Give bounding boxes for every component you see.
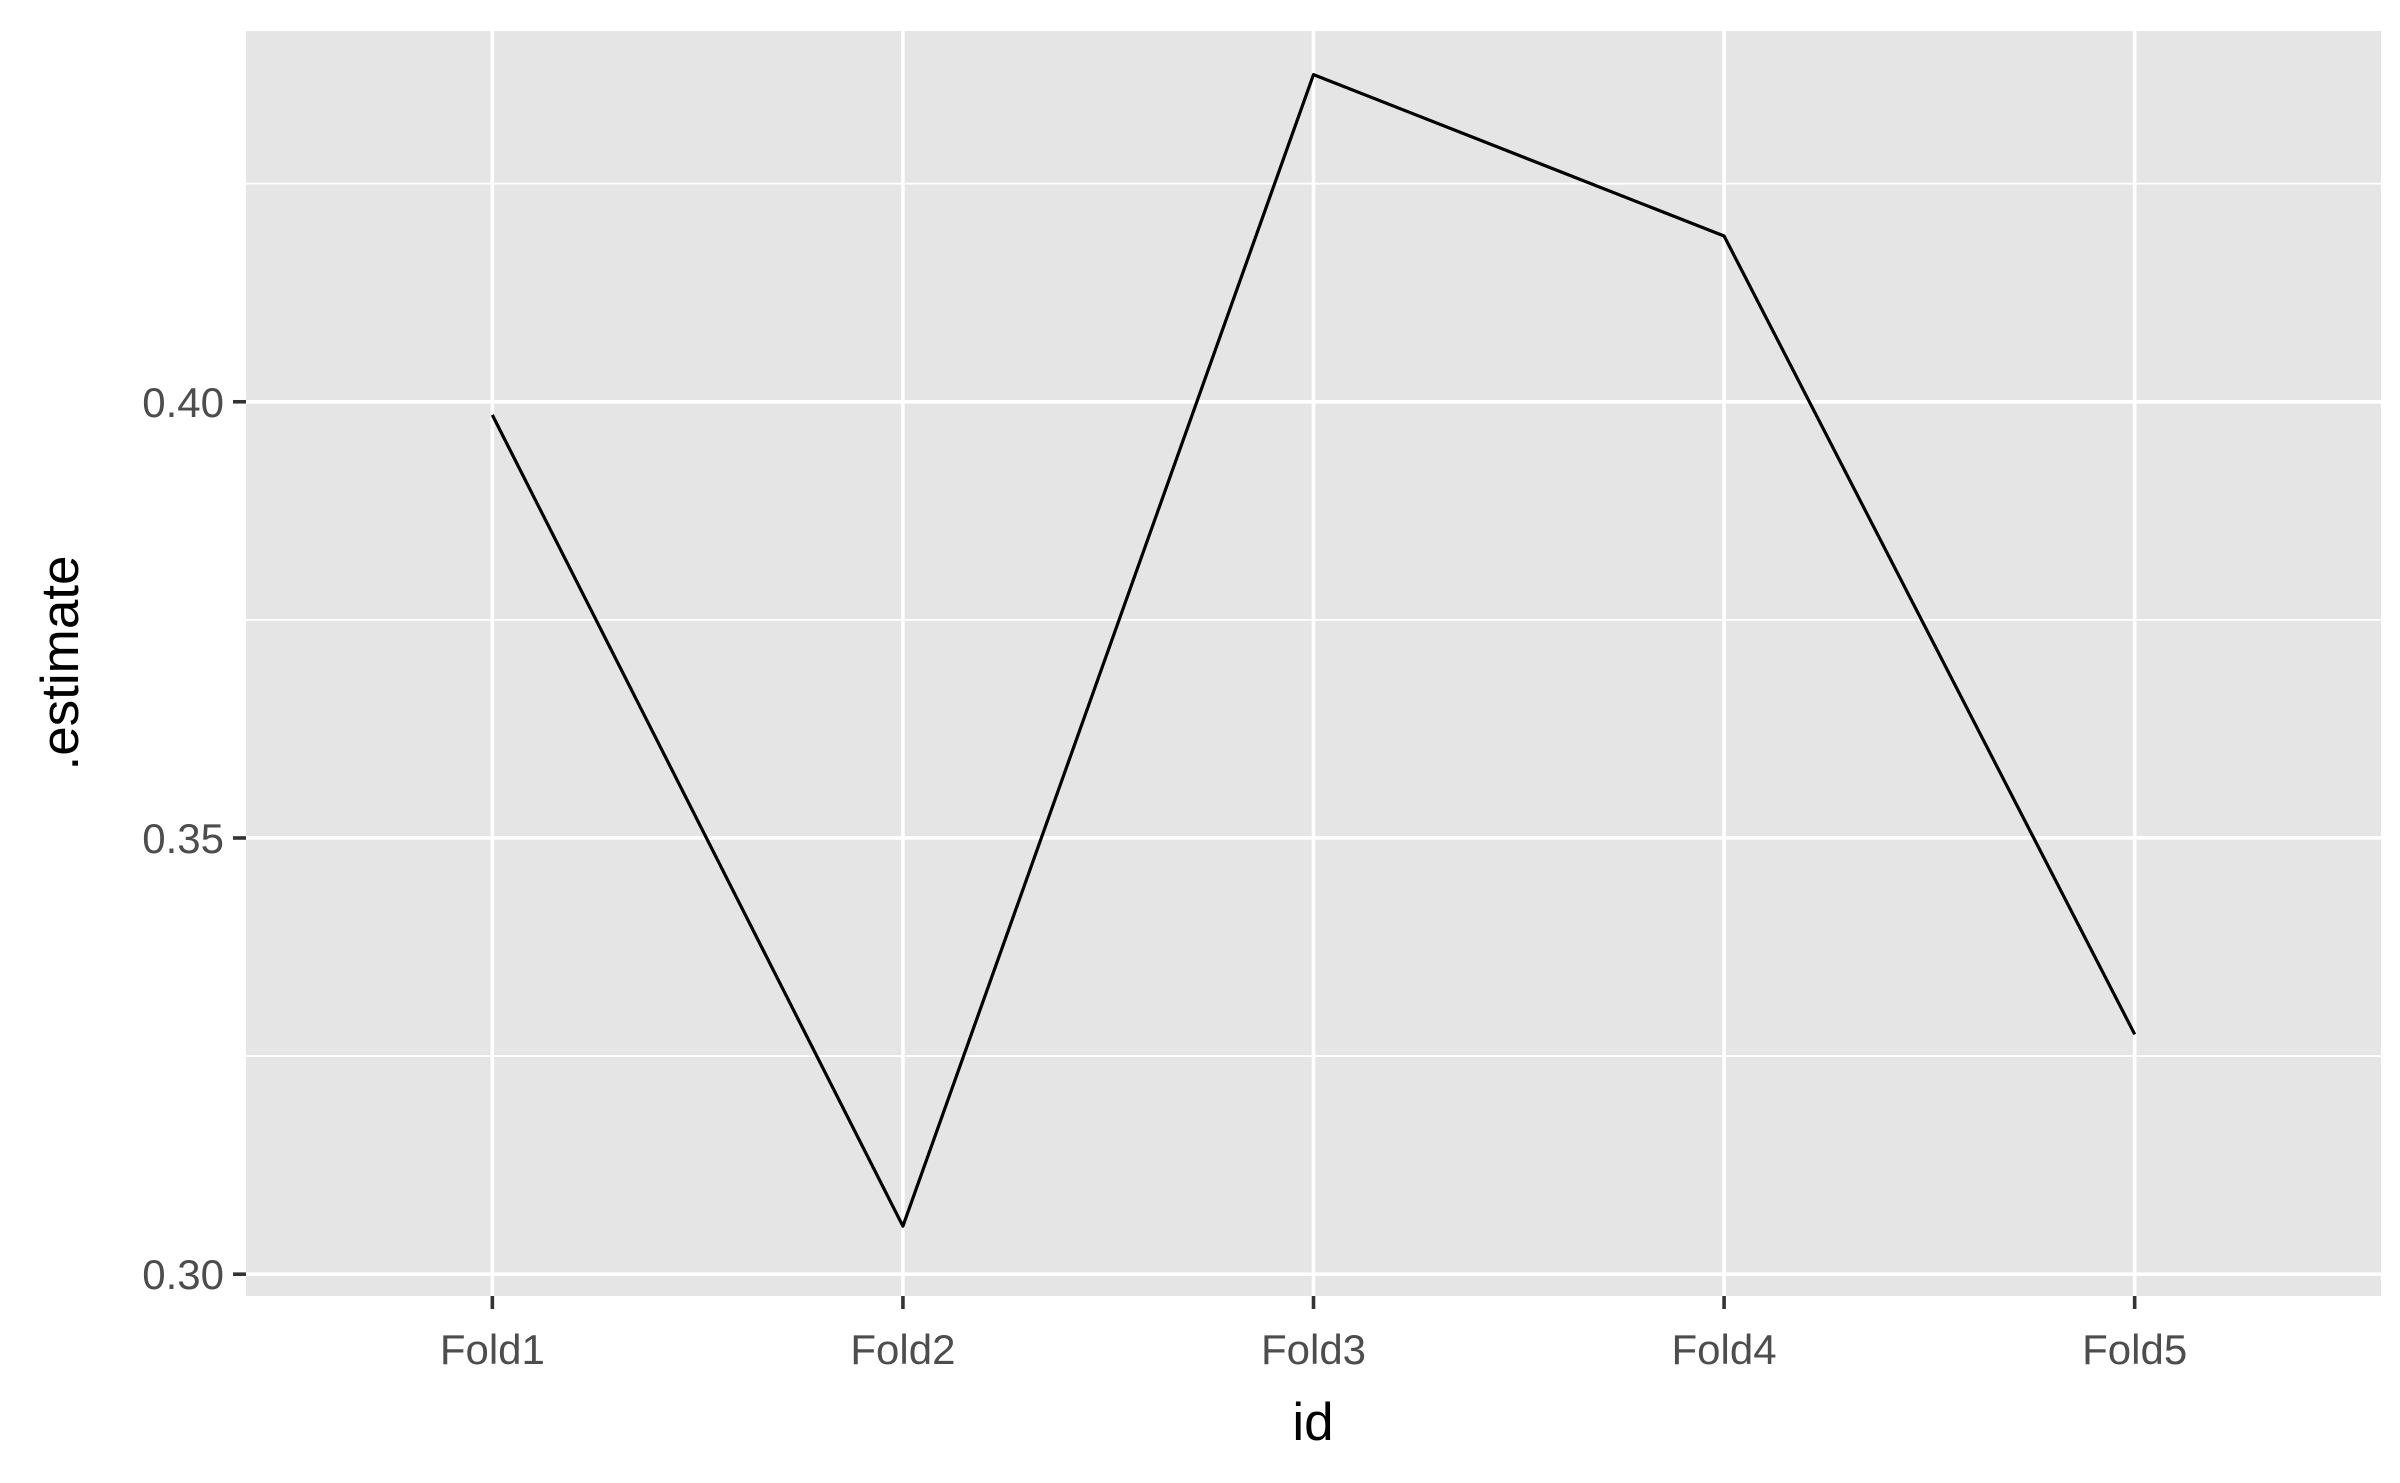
x-tick-label: Fold3 xyxy=(1261,1326,1366,1373)
y-tick-label: 0.30 xyxy=(142,1251,224,1298)
x-tick-label: Fold1 xyxy=(440,1326,545,1373)
x-tick-label: Fold4 xyxy=(1672,1326,1777,1373)
x-tick-label: Fold2 xyxy=(850,1326,955,1373)
x-tick-label: Fold5 xyxy=(2082,1326,2187,1373)
axes: 0.30 0.35 0.40 Fold1 Fold2 Fold3 Fold4 Fold5 xyxy=(142,379,2187,1373)
x-axis-title: id xyxy=(1292,1393,1333,1452)
data-series xyxy=(490,72,2137,1228)
major-gridlines xyxy=(246,31,2381,1296)
y-tick-label: 0.40 xyxy=(142,379,224,426)
series-line xyxy=(490,72,2137,1228)
y-axis-title: .estimate xyxy=(31,555,90,770)
y-tick-label: 0.35 xyxy=(142,815,224,862)
